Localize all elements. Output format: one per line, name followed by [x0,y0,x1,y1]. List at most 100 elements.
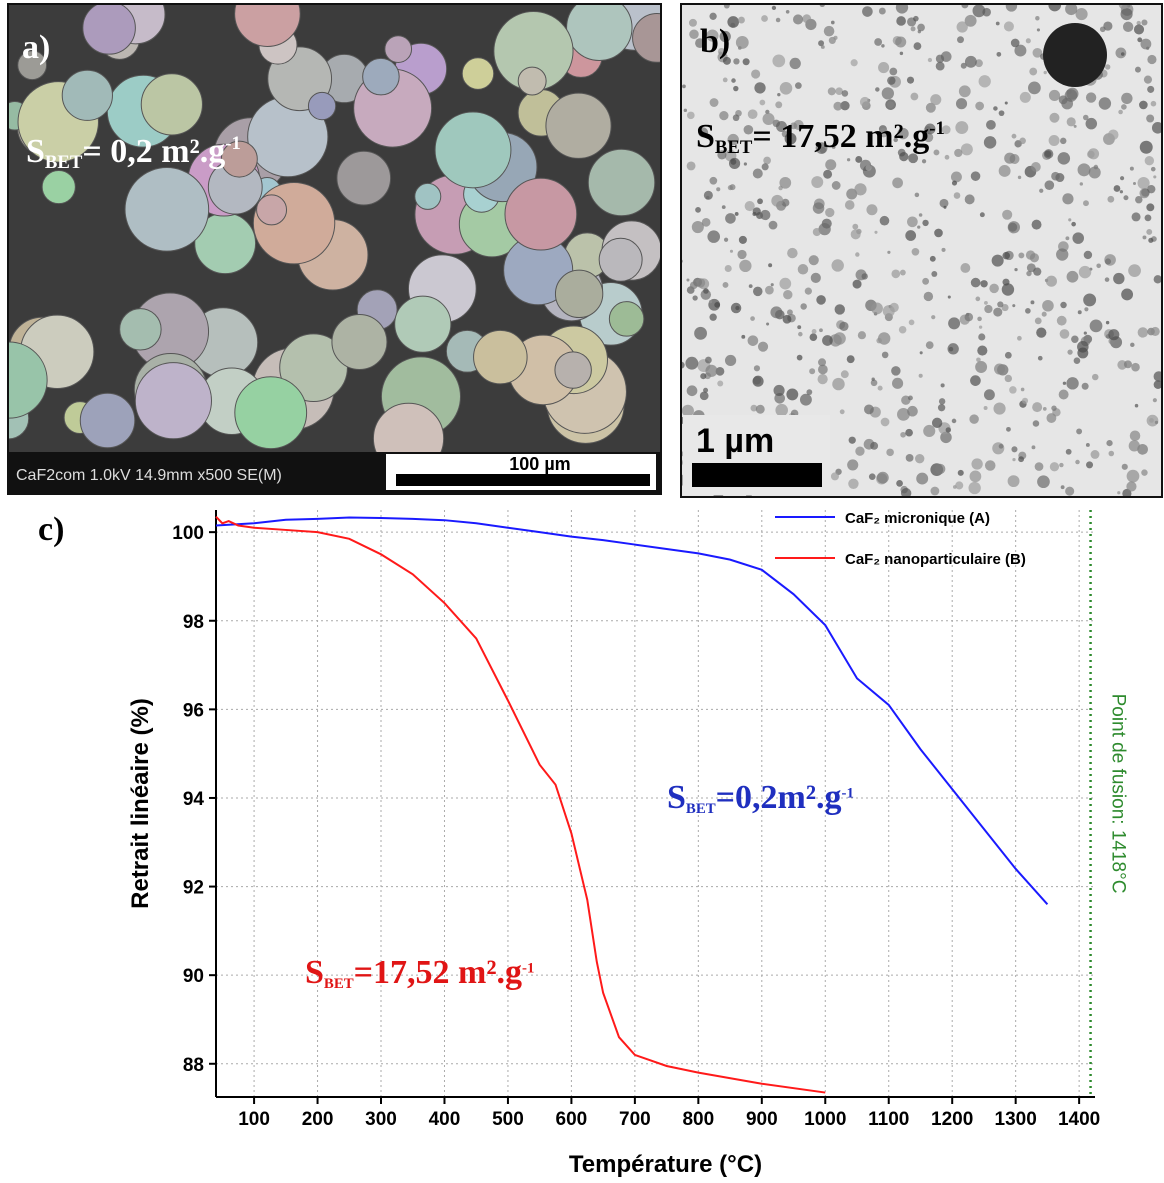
speckle [956,21,968,33]
speckle [1042,407,1047,411]
speckle [1042,299,1054,312]
speckle [809,368,816,375]
particle [473,329,528,385]
speckle [1129,166,1134,171]
speckle [832,377,845,391]
x-tick-label: 800 [682,1109,714,1130]
speckle [766,322,770,326]
speckle [855,156,863,163]
speckle [1153,175,1157,179]
speckle [846,158,851,162]
y-tick-label: 92 [183,878,204,899]
speckle [770,306,783,319]
speckle [1146,114,1155,123]
speckle [998,165,1011,177]
particle [461,57,495,90]
speckle [978,75,991,88]
subscript: BET [715,137,753,158]
speckle [719,30,731,43]
speckle [705,356,712,364]
speckle [1121,288,1134,301]
x-tick-label: 400 [429,1109,461,1130]
speckle [738,235,747,244]
speckle [1142,235,1147,240]
speckle [940,383,945,388]
speckle [1103,21,1113,31]
speckle [735,36,749,49]
speckle [1129,430,1141,442]
speckle [871,302,883,315]
speckle [1009,386,1017,394]
speckle [1001,303,1009,312]
speckle [752,168,763,179]
speckle [1147,54,1157,65]
speckle [833,101,843,111]
speckle [927,57,933,63]
speckle [943,205,947,209]
speckle [910,26,916,32]
particle [554,269,604,319]
speckle [1049,462,1060,472]
speckle [818,40,825,47]
speckle [955,98,968,110]
speckle [739,259,752,273]
speckle [1096,263,1101,269]
speckle [689,281,698,290]
speckle [1123,195,1129,201]
speckle [738,16,745,24]
speckle [789,57,801,70]
speckle [1026,270,1032,277]
speckle [878,62,890,74]
speckle [810,272,821,283]
speckle [1136,20,1141,26]
reference-label: Point de fusion: 1418°C [1108,694,1129,894]
speckle [723,4,730,9]
speckle [1062,193,1074,205]
speckle [855,446,865,456]
speckle [754,82,766,94]
particle [79,392,136,449]
particle [82,4,136,55]
speckle [975,296,981,302]
speckle [1066,270,1079,283]
speckle [1092,373,1099,381]
speckle [1029,67,1038,76]
speckle [686,385,698,397]
speckle [879,215,890,226]
speckle [729,184,736,191]
speckle [750,404,758,412]
speckle [1031,219,1042,230]
particle [554,351,592,389]
speckle [978,333,986,341]
speckle [850,59,858,67]
tem-image: 1 µm b) SBET= 17,52 m².g-1 [681,4,1162,497]
speckle [1144,214,1152,222]
particle [331,313,388,371]
speckle [877,385,883,391]
speckle [977,345,988,356]
speckle [822,335,833,346]
speckle [1106,439,1113,447]
speckle [1071,335,1079,343]
speckle [1001,283,1015,296]
speckle [925,102,936,113]
speckle [799,393,812,406]
speckle [703,288,709,294]
symbol: S [26,133,45,170]
speckle [818,222,831,236]
speckle [905,453,914,462]
speckle [1003,21,1014,32]
x-tick-label: 1400 [1058,1109,1100,1130]
speckle [868,473,876,481]
speckle [1083,331,1087,335]
speckle [916,472,929,485]
speckle [997,301,1004,308]
speckle [694,326,707,340]
speckle [865,164,872,171]
speckle [717,150,727,160]
speckle [871,377,875,381]
speckle [941,247,946,252]
speckle [887,76,896,85]
speckle [1025,250,1036,260]
scale-bar [692,463,822,487]
